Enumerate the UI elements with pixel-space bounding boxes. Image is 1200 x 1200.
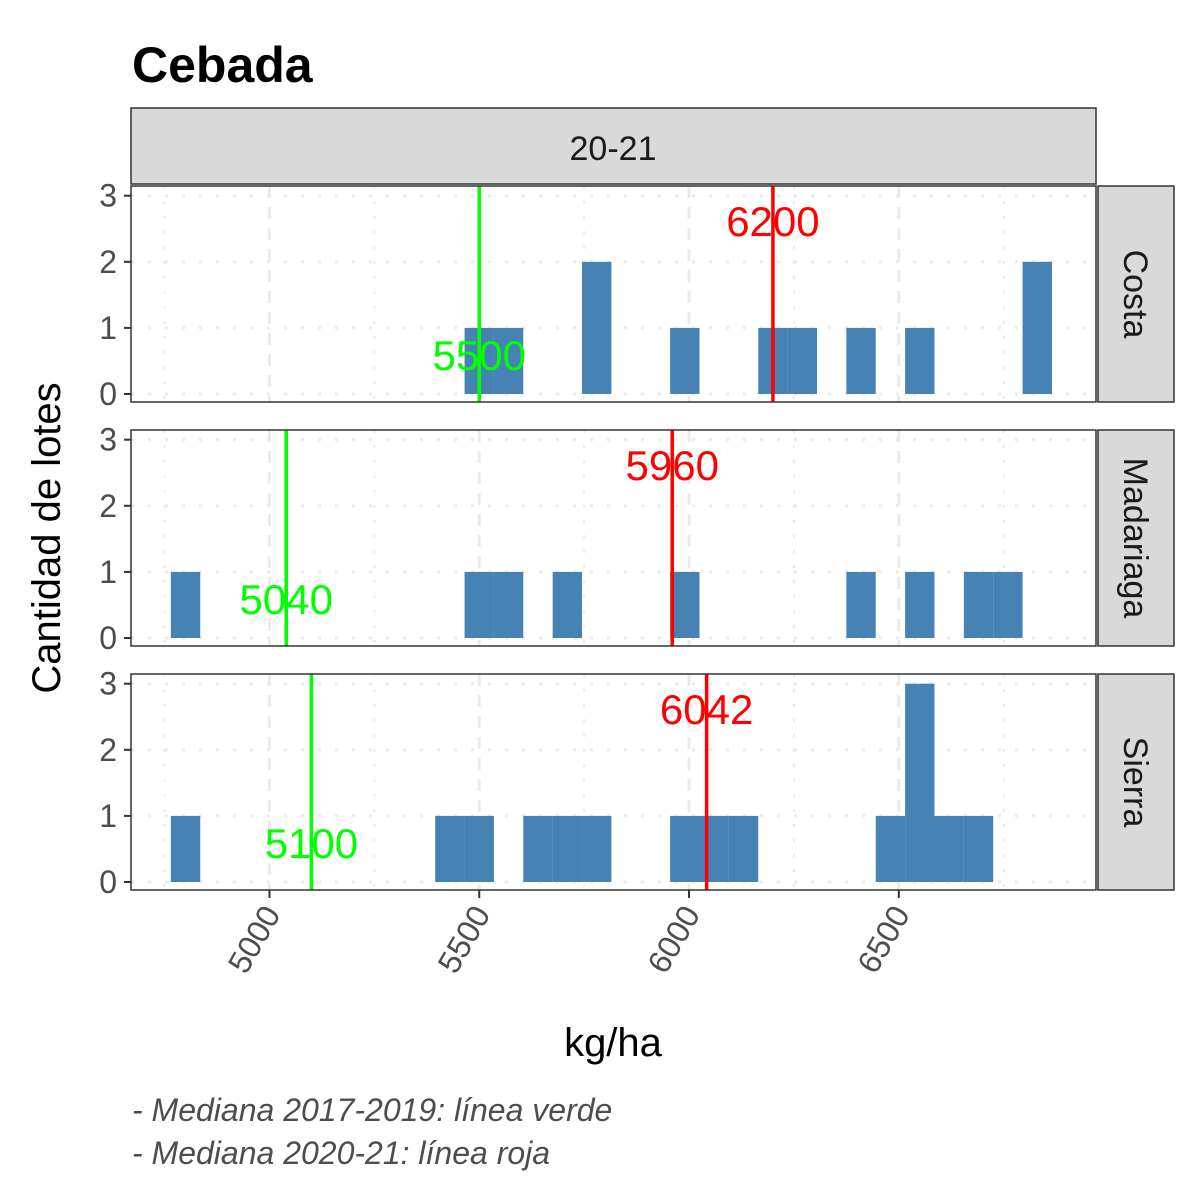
- panel-border: [130, 185, 1097, 403]
- histogram-bar: [905, 571, 935, 638]
- histogram-bar: [787, 327, 817, 394]
- histogram-bar: [493, 571, 524, 638]
- histogram-bar: [846, 327, 876, 394]
- histogram-bar: [552, 815, 583, 882]
- y-tick-label: 3: [99, 422, 117, 458]
- panel-background: [131, 186, 1096, 402]
- histogram-bar: [552, 571, 583, 638]
- histogram-bar: [846, 571, 876, 638]
- histogram-bar: [699, 815, 729, 882]
- y-tick-label: 2: [99, 732, 117, 768]
- x-tick-label: 6500: [850, 900, 917, 980]
- panel-border: [130, 673, 1097, 891]
- facet-panels: 5500 6200 0 1 2 3 Costa 5040 5960 0 1 2 3 Madariaga 51…: [99, 178, 1175, 900]
- histogram-bar: [905, 327, 935, 394]
- x-axis-title: kg/ha: [564, 1021, 663, 1065]
- histogram-bar: [493, 327, 524, 394]
- histogram-bar: [582, 815, 612, 882]
- histogram-bar: [670, 815, 700, 882]
- x-tick-label: 5000: [221, 900, 288, 980]
- x-axis: 5000 5500 6000 6500: [221, 890, 917, 979]
- chart-title: Cebada: [132, 37, 314, 93]
- histogram-bar: [464, 815, 494, 882]
- y-tick-label: 2: [99, 488, 117, 524]
- y-axis-title: Cantidad de lotes: [25, 382, 69, 693]
- y-tick-label: 1: [99, 554, 117, 590]
- histogram-bar: [875, 815, 906, 882]
- y-tick-label: 3: [99, 178, 117, 214]
- row-strip-background: [1097, 429, 1175, 647]
- y-tick-label: 0: [99, 620, 117, 656]
- facet-panel-sierra: 5100 6042 0 1 2 3 Sierra: [99, 666, 1175, 900]
- histogram-bar: [170, 571, 201, 638]
- histogram-bar: [670, 327, 700, 394]
- facet-panel-madariaga: 5040 5960 0 1 2 3 Madariaga: [99, 422, 1175, 656]
- histogram-bar: [993, 571, 1023, 638]
- histogram-bar: [582, 261, 612, 394]
- histogram-bar: [963, 571, 994, 638]
- y-tick-label: 0: [99, 376, 117, 412]
- row-strip-background: [1097, 673, 1175, 891]
- y-tick-label: 1: [99, 798, 117, 834]
- histogram-bar: [934, 815, 964, 882]
- y-tick-label: 0: [99, 864, 117, 900]
- x-tick-label: 6000: [640, 900, 707, 980]
- row-strip-label-madariaga: Madariaga: [1116, 458, 1154, 619]
- histogram-bar: [905, 683, 935, 882]
- column-strip-label: 20-21: [570, 130, 657, 168]
- caption-line-red: - Mediana 2020-21: línea roja: [132, 1135, 550, 1171]
- y-tick-label: 2: [99, 244, 117, 280]
- histogram-bar: [464, 571, 494, 638]
- row-strip-label-sierra: Sierra: [1116, 737, 1154, 828]
- row-strip-background: [1097, 185, 1175, 403]
- y-tick-label: 3: [99, 666, 117, 702]
- median-label-2017-2019: 5100: [265, 820, 358, 867]
- histogram-bar: [1022, 261, 1052, 394]
- panel-border: [130, 429, 1097, 647]
- panel-background: [131, 430, 1096, 646]
- histogram-bar: [963, 815, 994, 882]
- caption-line-green: - Mediana 2017-2019: línea verde: [132, 1092, 612, 1128]
- column-strip-background: [130, 107, 1097, 185]
- y-tick-label: 1: [99, 310, 117, 346]
- median-label-2017-2019: 5500: [433, 332, 526, 379]
- histogram-bar: [670, 571, 700, 638]
- histogram-bar: [170, 815, 201, 882]
- median-label-2017-2019: 5040: [240, 576, 333, 623]
- row-strip-label-costa: Costa: [1116, 250, 1154, 339]
- facet-panel-costa: 5500 6200 0 1 2 3 Costa: [99, 178, 1175, 412]
- histogram-bar: [523, 815, 553, 882]
- histogram-bar: [728, 815, 759, 882]
- histogram-bar: [435, 815, 465, 882]
- x-tick-label: 5500: [431, 900, 498, 980]
- median-label-2020-21: 6042: [660, 686, 753, 733]
- median-label-2020-21: 5960: [626, 442, 719, 489]
- median-label-2020-21: 6200: [726, 198, 819, 245]
